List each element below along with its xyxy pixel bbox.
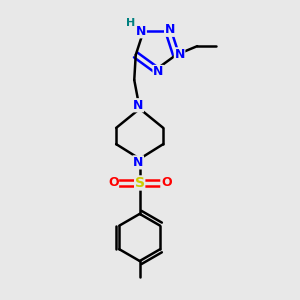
Text: N: N: [165, 23, 175, 36]
Text: H: H: [126, 18, 135, 28]
Text: N: N: [174, 48, 185, 61]
Text: N: N: [133, 99, 143, 112]
Text: N: N: [153, 65, 164, 79]
Text: N: N: [136, 25, 146, 38]
Text: O: O: [161, 176, 172, 190]
Text: N: N: [133, 156, 143, 169]
Text: O: O: [108, 176, 119, 190]
Text: S: S: [135, 176, 145, 190]
